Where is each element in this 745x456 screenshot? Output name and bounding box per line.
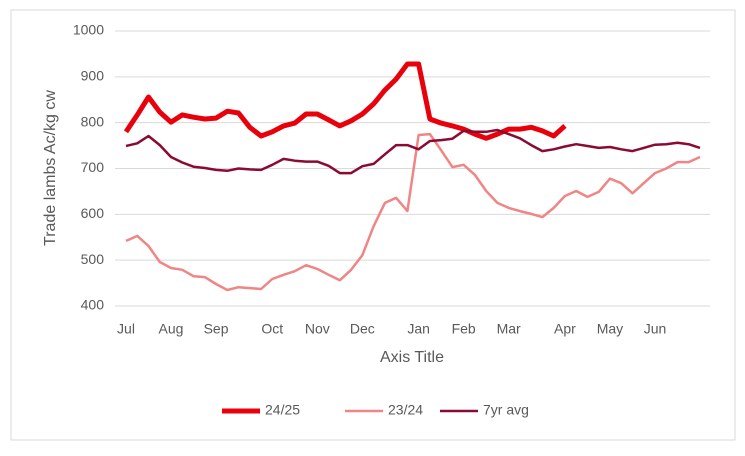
x-tick-label: May [597,321,623,337]
x-tick-label: Oct [261,321,283,337]
x-tick-label: Feb [452,321,476,337]
y-tick-label: 900 [81,68,105,84]
y-tick-label: 600 [81,205,105,221]
x-tick-label: Apr [554,321,576,337]
y-axis-title: Trade lambs Ac/kg cw [42,90,59,246]
x-axis-title: Axis Title [380,349,444,366]
x-tick-label: Mar [497,321,521,337]
y-tick-label: 700 [81,159,105,175]
series-line [125,128,701,175]
x-tick-label: Jun [644,321,667,337]
x-tick-label: Nov [305,321,330,337]
y-tick-label: 1000 [73,22,104,38]
x-tick-label: Jan [407,321,430,337]
series-line [123,61,567,141]
x-tick-label: Dec [350,321,375,337]
x-tick-label: Aug [159,321,184,337]
legend-label: 24/25 [265,402,300,418]
legend-label: 7yr avg [483,402,529,418]
y-tick-label: 400 [81,297,105,313]
series-line [125,132,701,292]
x-tick-label: Jul [117,321,135,337]
y-tick-label: 800 [81,113,105,129]
legend-label: 23/24 [388,402,423,418]
y-tick-label: 500 [81,251,105,267]
x-tick-label: Sep [204,321,229,337]
